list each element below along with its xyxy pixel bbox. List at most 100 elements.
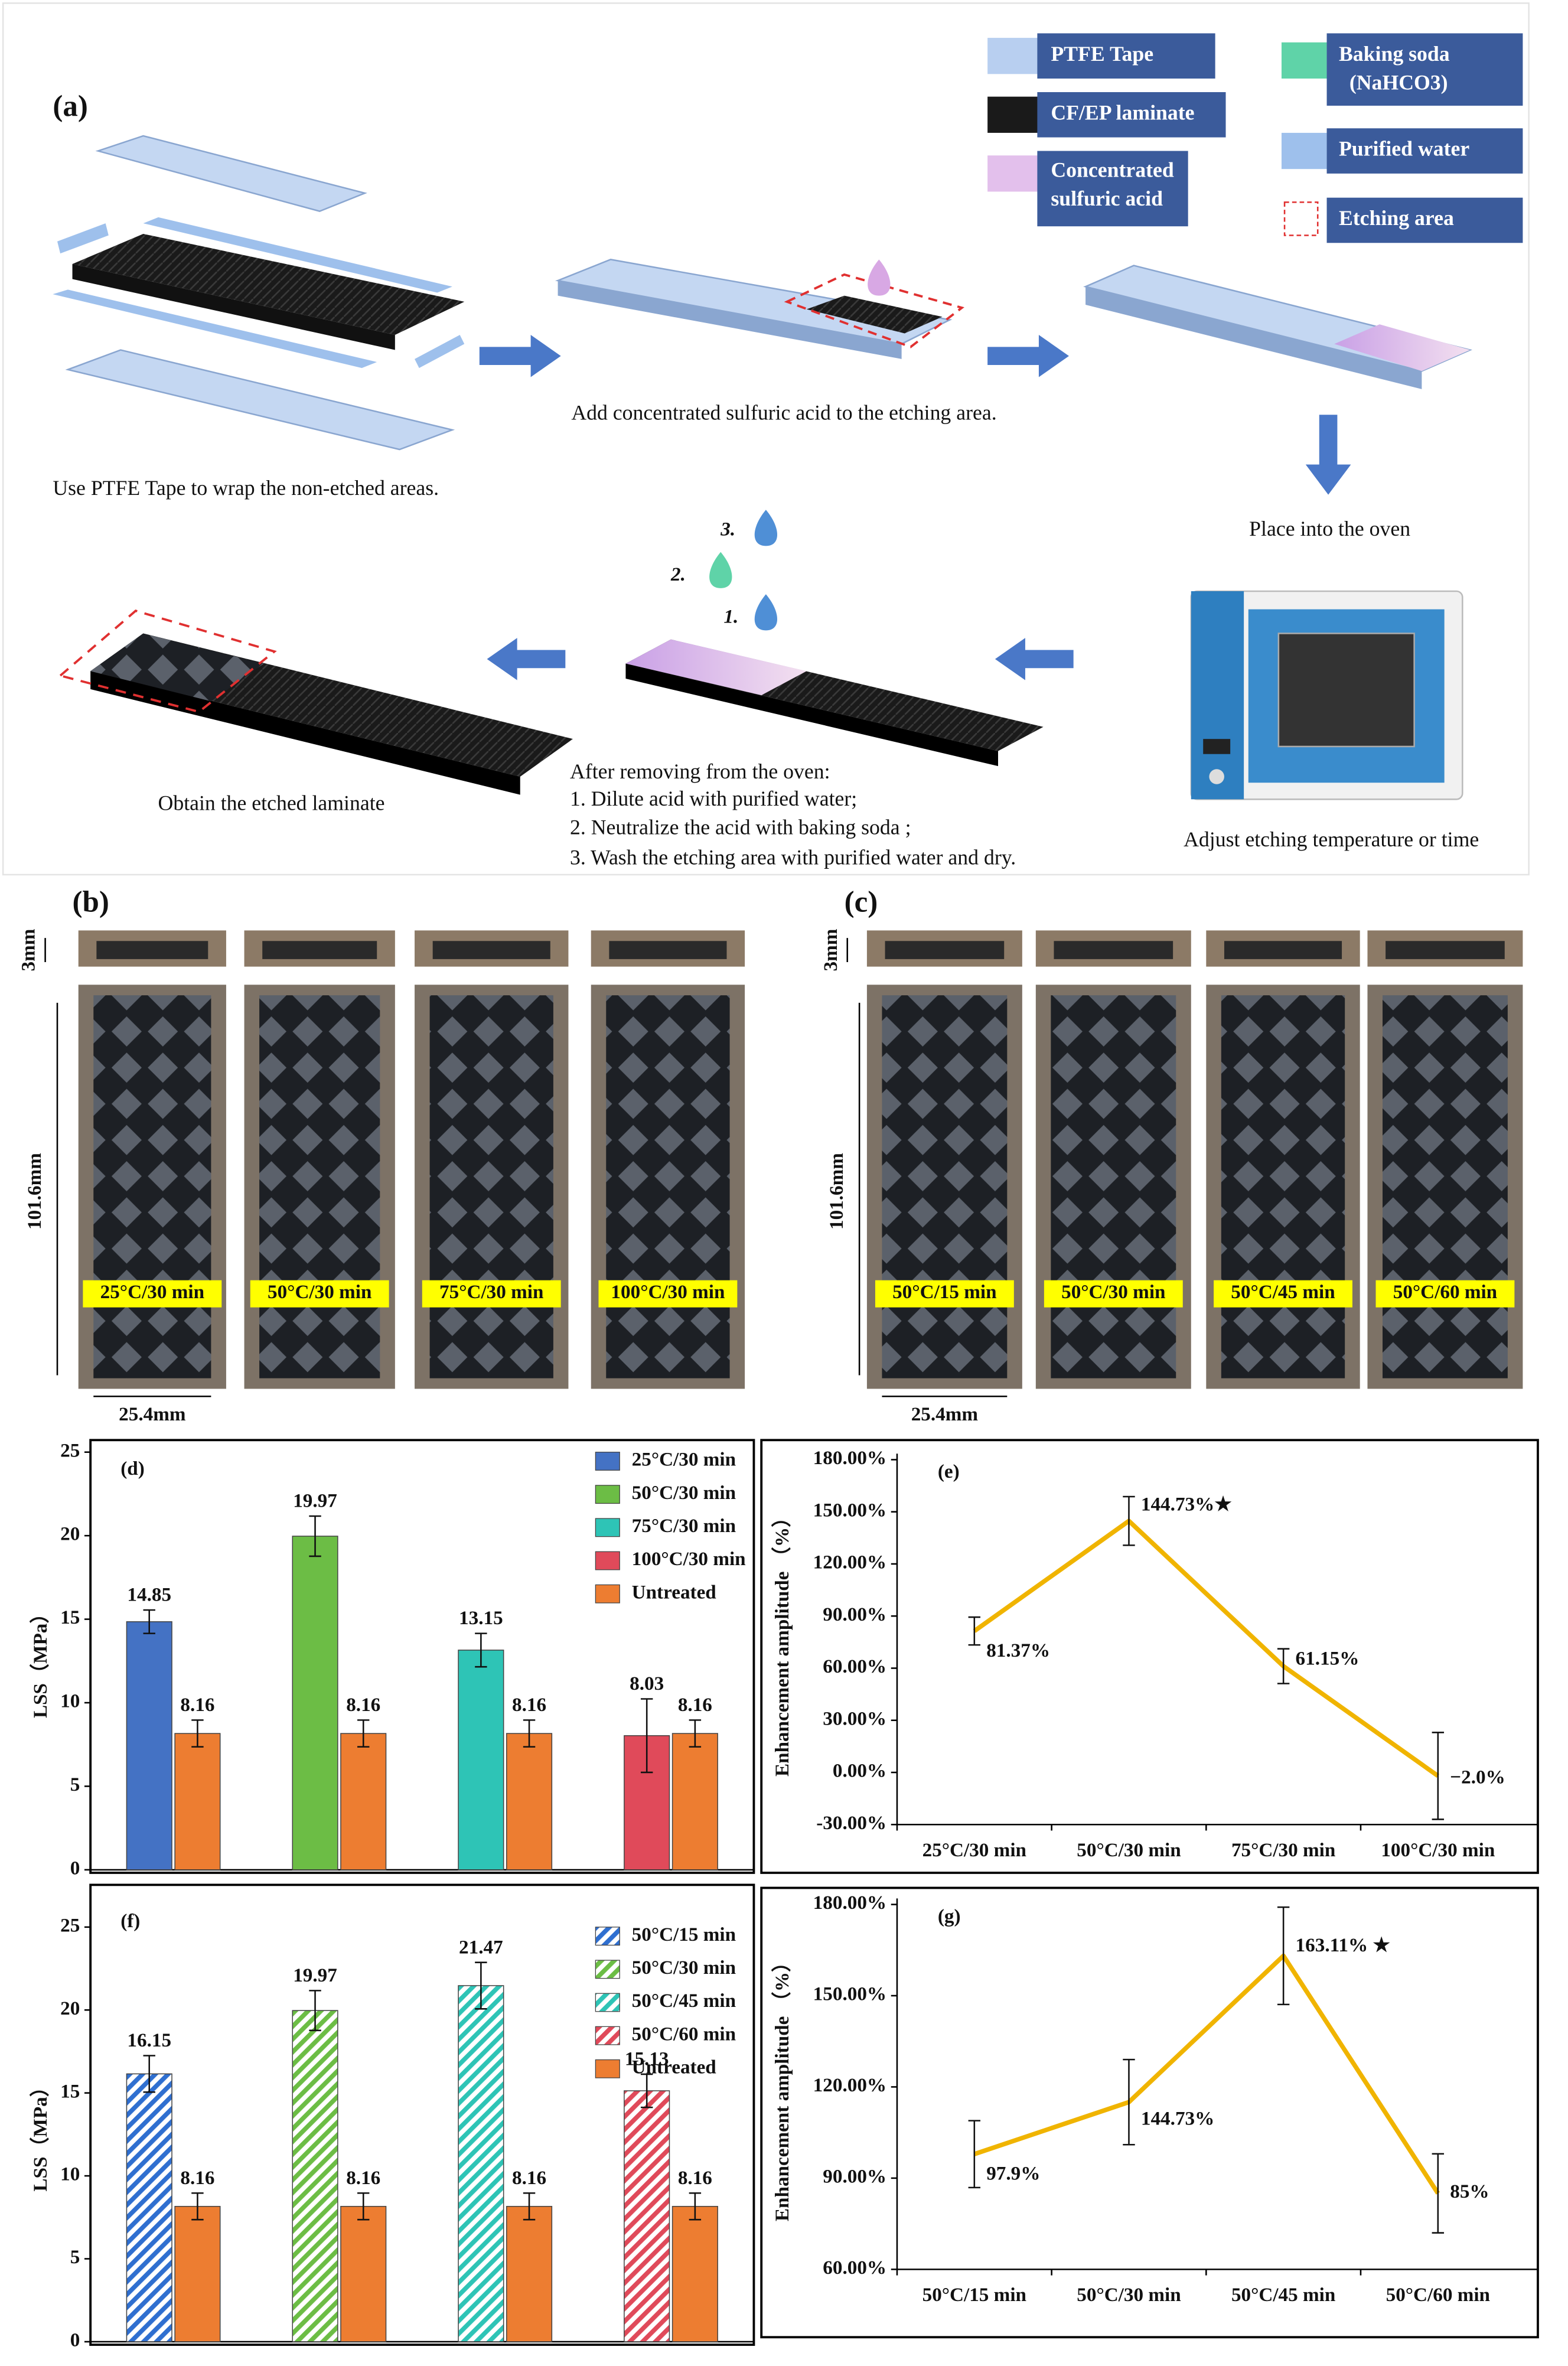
bar bbox=[174, 2205, 221, 2342]
arrow bbox=[995, 638, 1074, 680]
legend-label: 50°C/45 min bbox=[632, 1990, 736, 2012]
width: 25.4mm bbox=[911, 1403, 979, 1425]
tape bbox=[65, 349, 455, 451]
edge bbox=[1085, 286, 1422, 389]
value-label: 19.97 bbox=[293, 1964, 337, 1986]
value-label: 16.15 bbox=[127, 2029, 171, 2051]
etched-zone bbox=[625, 639, 807, 696]
value-label: 8.16 bbox=[678, 1694, 712, 1716]
y-tick-label: 20 bbox=[60, 1997, 80, 2019]
legend-text: Purified water bbox=[1339, 137, 1469, 161]
line bbox=[973, 1953, 1440, 2195]
label-box bbox=[1326, 197, 1523, 243]
bar bbox=[506, 2205, 553, 2342]
y-tick-label: 25 bbox=[60, 1914, 80, 1936]
swatch bbox=[1283, 201, 1319, 236]
error-bar bbox=[523, 2192, 536, 2221]
length: 101.6mm bbox=[826, 1153, 847, 1230]
edge-sample bbox=[1054, 941, 1173, 959]
y-tick-label: 10 bbox=[60, 2163, 80, 2185]
point-label: 144.73% bbox=[1141, 2107, 1214, 2129]
edge-sample bbox=[609, 941, 727, 959]
sample-label-bg bbox=[875, 1280, 1014, 1308]
panel-label: (g) bbox=[938, 1905, 961, 1927]
tape bbox=[415, 335, 465, 369]
y-axis-title: Enhancement amplitude （%） bbox=[771, 1508, 793, 1777]
error-bar bbox=[1277, 1906, 1290, 2006]
error-bar bbox=[143, 2055, 155, 2093]
y-tick-label: 10 bbox=[60, 1690, 80, 1712]
edge-sample bbox=[1224, 941, 1342, 959]
edge bbox=[558, 281, 902, 359]
step-result bbox=[58, 610, 573, 795]
caption: 1. Dilute acid with purified water; bbox=[570, 787, 857, 810]
legend-swatch bbox=[595, 1551, 620, 1570]
arrow bbox=[479, 335, 561, 377]
value-label: 8.16 bbox=[180, 1694, 214, 1716]
y-tick-label: 5 bbox=[70, 2246, 80, 2268]
error-bar bbox=[968, 1616, 981, 1646]
bar bbox=[671, 2205, 718, 2342]
point-label: 97.9% bbox=[986, 2163, 1040, 2185]
y-tick-label: -30.00% bbox=[816, 1812, 886, 1834]
error-bar bbox=[1277, 1648, 1290, 1684]
swatch bbox=[987, 155, 1042, 192]
legend-label: 50°C/60 min bbox=[632, 2023, 736, 2045]
legend-text: CF/EP laminate bbox=[1051, 100, 1194, 124]
caption: Add concentrated sulfuric acid to the et… bbox=[571, 401, 996, 425]
x-tick-label: 50°C/45 min bbox=[1231, 2284, 1335, 2306]
x-tick-label: 25°C/30 min bbox=[922, 1839, 1026, 1861]
sample-label-bg bbox=[1214, 1280, 1352, 1308]
laminate-edge bbox=[72, 264, 395, 350]
soda-drop bbox=[709, 552, 732, 588]
y-tick-label: 90.00% bbox=[823, 2166, 886, 2188]
legend-label: 75°C/30 min bbox=[632, 1515, 736, 1537]
legend-swatch bbox=[595, 1452, 620, 1471]
bar bbox=[458, 1650, 504, 1870]
edge-sample bbox=[885, 941, 1005, 959]
legend-label: Untreated bbox=[632, 2056, 717, 2078]
water-drop bbox=[754, 510, 778, 546]
bar bbox=[174, 1733, 221, 1870]
bar bbox=[671, 1733, 718, 1870]
y-tick-label: 0 bbox=[70, 2329, 80, 2351]
tape bbox=[53, 289, 377, 369]
legend-swatch bbox=[595, 1518, 620, 1537]
error-bar bbox=[1123, 2058, 1135, 2146]
swatch bbox=[1281, 132, 1327, 170]
tape bbox=[95, 135, 367, 213]
error-bar bbox=[309, 1990, 321, 2032]
swatch bbox=[987, 96, 1042, 133]
y-tick-label: 180.00% bbox=[813, 1447, 886, 1469]
y-tick-label: 60.00% bbox=[823, 1655, 886, 1677]
swatch bbox=[987, 38, 1042, 74]
legend-label: 50°C/30 min bbox=[632, 1957, 736, 1979]
point-label: 144.73%★ bbox=[1141, 1493, 1232, 1515]
sample bbox=[1382, 995, 1508, 1378]
y-tick-label: 20 bbox=[60, 1523, 80, 1545]
error-bar bbox=[309, 1515, 321, 1557]
legend-label: Untreated bbox=[632, 1581, 717, 1603]
y-tick-label: 0 bbox=[70, 1857, 80, 1879]
panel-label: (f) bbox=[120, 1910, 140, 1932]
value-label: 8.16 bbox=[512, 2167, 546, 2189]
etch-area bbox=[58, 610, 277, 713]
value-label: 8.03 bbox=[630, 1673, 664, 1694]
thickness: 3mm bbox=[18, 928, 40, 971]
sample-label: 75°C/30 min bbox=[439, 1281, 543, 1303]
bar bbox=[458, 1985, 504, 2342]
sample bbox=[882, 995, 1008, 1378]
y-tick-label: 150.00% bbox=[813, 1499, 886, 1521]
error-bar bbox=[143, 1609, 155, 1634]
panel-label: (a) bbox=[53, 90, 88, 123]
y-tick-label: 15 bbox=[60, 1606, 80, 1628]
legend-swatch bbox=[595, 1584, 620, 1604]
error-bar bbox=[968, 2120, 981, 2189]
y-tick-label: 90.00% bbox=[823, 1604, 886, 1625]
arrow bbox=[1305, 415, 1351, 495]
value-label: 21.47 bbox=[459, 1936, 503, 1958]
error-bar bbox=[523, 1719, 536, 1748]
swatch bbox=[1281, 42, 1327, 79]
